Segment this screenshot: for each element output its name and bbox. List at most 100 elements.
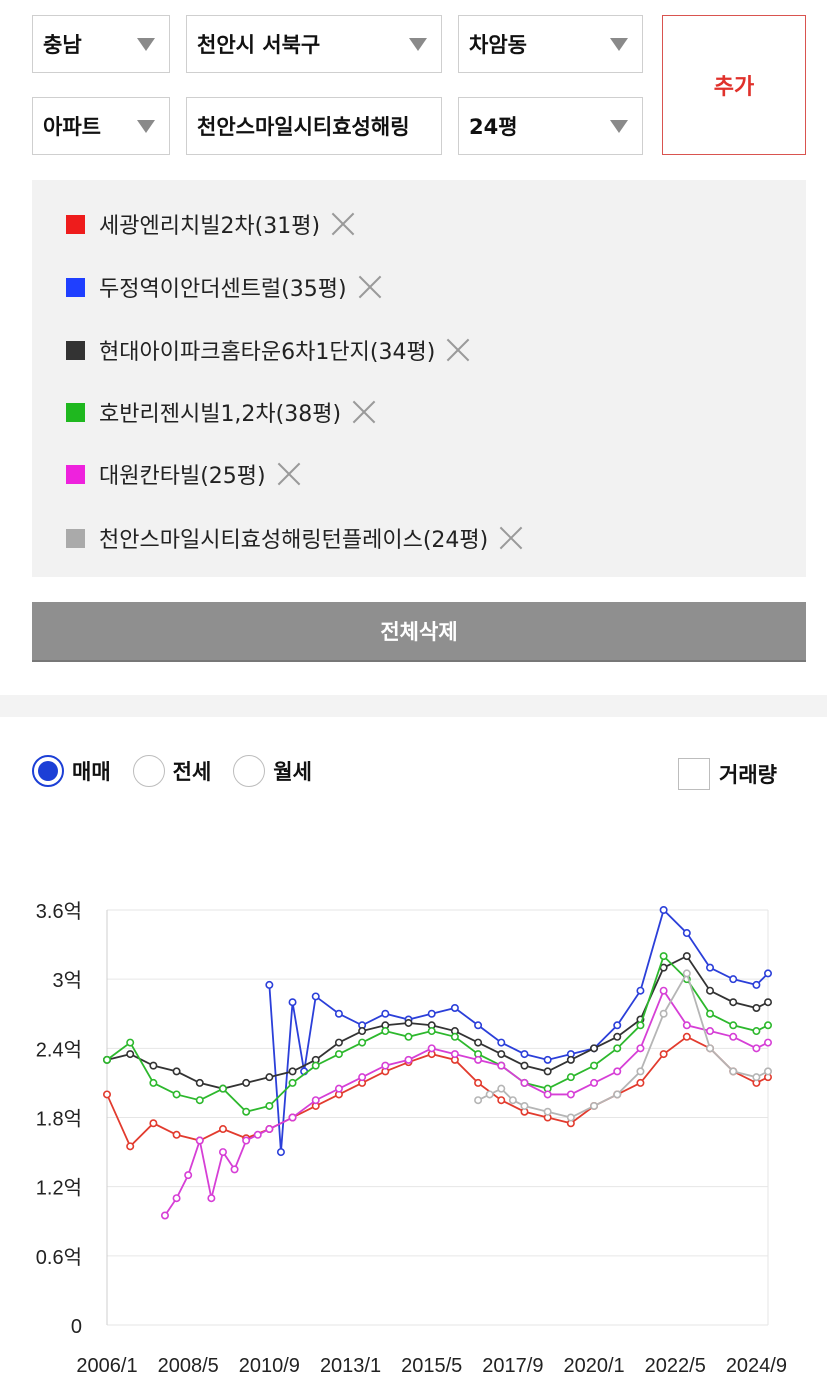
- data-point: [427, 1044, 436, 1053]
- close-icon[interactable]: [276, 461, 302, 487]
- data-point: [729, 1032, 738, 1041]
- data-point: [265, 980, 274, 989]
- radio-sale[interactable]: 매매: [32, 755, 111, 787]
- series-line: [474, 969, 772, 1122]
- series-line: [103, 952, 772, 1116]
- complex-value: 천안스마일시티효성해링: [197, 115, 410, 139]
- radio-monthly[interactable]: 월세: [233, 755, 312, 787]
- chevron-down-icon: [610, 37, 628, 51]
- data-point: [659, 1050, 668, 1059]
- data-point: [508, 1096, 517, 1105]
- data-point: [706, 986, 715, 995]
- list-item-label: 두정역이안더센트럴(35평): [99, 277, 347, 302]
- data-point: [149, 1061, 158, 1070]
- x-tick-label: 2008/5: [158, 1355, 219, 1377]
- radio-jeonse[interactable]: 전세: [132, 755, 212, 787]
- data-point: [520, 1061, 529, 1070]
- y-tick-label: 3.6억: [36, 900, 82, 923]
- close-icon[interactable]: [498, 525, 524, 551]
- data-point: [659, 986, 668, 995]
- data-point: [172, 1067, 181, 1076]
- type-select[interactable]: 아파트: [32, 97, 170, 155]
- chevron-down-icon: [610, 119, 628, 133]
- checkbox-unchecked-icon: [678, 758, 710, 790]
- x-tick-label: 2020/1: [563, 1355, 624, 1377]
- data-point: [288, 1067, 297, 1076]
- data-point: [520, 1050, 529, 1059]
- data-point: [590, 1101, 599, 1110]
- add-button[interactable]: 추가: [662, 15, 806, 155]
- data-point: [763, 998, 772, 1007]
- data-point: [381, 1061, 390, 1070]
- data-point: [520, 1078, 529, 1087]
- data-point: [566, 1090, 575, 1099]
- data-point: [288, 1113, 297, 1122]
- data-point: [358, 1038, 367, 1047]
- data-point: [450, 1032, 459, 1041]
- close-icon[interactable]: [445, 337, 471, 363]
- size-select[interactable]: 24평: [458, 97, 643, 155]
- data-point: [636, 986, 645, 995]
- data-point: [613, 1067, 622, 1076]
- series-path: [477, 971, 769, 1119]
- data-point: [497, 1061, 506, 1070]
- data-point: [729, 1021, 738, 1030]
- size-value: 24평: [469, 115, 518, 139]
- data-point: [590, 1078, 599, 1087]
- close-icon[interactable]: [351, 399, 377, 425]
- data-point: [160, 1211, 169, 1220]
- city-select[interactable]: 천안시 서북구: [186, 15, 442, 73]
- data-point: [358, 1027, 367, 1036]
- data-point: [149, 1078, 158, 1087]
- data-point: [659, 1009, 668, 1018]
- series-path: [164, 988, 769, 1216]
- data-point: [126, 1038, 135, 1047]
- data-point: [126, 1050, 135, 1059]
- radio-jeonse-label: 전세: [172, 760, 212, 784]
- data-point: [590, 1061, 599, 1070]
- data-point: [288, 998, 297, 1007]
- complex-select[interactable]: 천안스마일시티효성해링: [186, 97, 442, 155]
- delete-all-button[interactable]: 전체삭제: [32, 602, 806, 662]
- data-point: [334, 1009, 343, 1018]
- data-point: [682, 1032, 691, 1041]
- data-point: [752, 1044, 761, 1053]
- radio-sale-label: 매매: [72, 760, 111, 784]
- dong-select[interactable]: 차암동: [458, 15, 643, 73]
- data-point: [404, 1055, 413, 1064]
- data-point: [474, 1021, 483, 1030]
- list-item: 현대아이파크홈타운6차1단지(34평): [66, 330, 471, 370]
- data-point: [729, 998, 738, 1007]
- close-icon[interactable]: [357, 274, 383, 300]
- color-swatch: [66, 214, 85, 234]
- province-select[interactable]: 충남: [32, 15, 170, 73]
- list-item: 두정역이안더센트럴(35평): [66, 267, 383, 307]
- x-tick-label: 2010/9: [239, 1355, 300, 1377]
- list-item-label: 현대아이파크홈타운6차1단지(34평): [99, 340, 436, 365]
- series-path: [268, 908, 769, 1153]
- color-swatch: [66, 528, 85, 548]
- x-tick-label: 2022/5: [645, 1355, 706, 1377]
- chevron-down-icon: [409, 37, 427, 51]
- data-point: [172, 1194, 181, 1203]
- y-tick-label: 1.8억: [36, 1108, 82, 1131]
- data-point: [450, 1003, 459, 1012]
- data-point: [613, 1044, 622, 1053]
- data-point: [103, 1090, 112, 1099]
- data-point: [172, 1090, 181, 1099]
- data-point: [729, 975, 738, 984]
- chart-plot-area: [103, 906, 772, 1220]
- data-point: [613, 1021, 622, 1030]
- chevron-down-icon: [137, 119, 155, 133]
- y-axis: 0 0.6억 1.2억 1.8억 2.4억 3억 3.6억: [36, 900, 82, 1338]
- data-point: [265, 1073, 274, 1082]
- volume-checkbox[interactable]: 거래량: [678, 758, 777, 790]
- data-point: [288, 1078, 297, 1087]
- data-point: [543, 1067, 552, 1076]
- close-icon[interactable]: [330, 211, 356, 237]
- data-point: [497, 1038, 506, 1047]
- data-point: [253, 1130, 262, 1139]
- series-line: [160, 986, 772, 1220]
- data-point: [265, 1101, 274, 1110]
- data-point: [706, 1044, 715, 1053]
